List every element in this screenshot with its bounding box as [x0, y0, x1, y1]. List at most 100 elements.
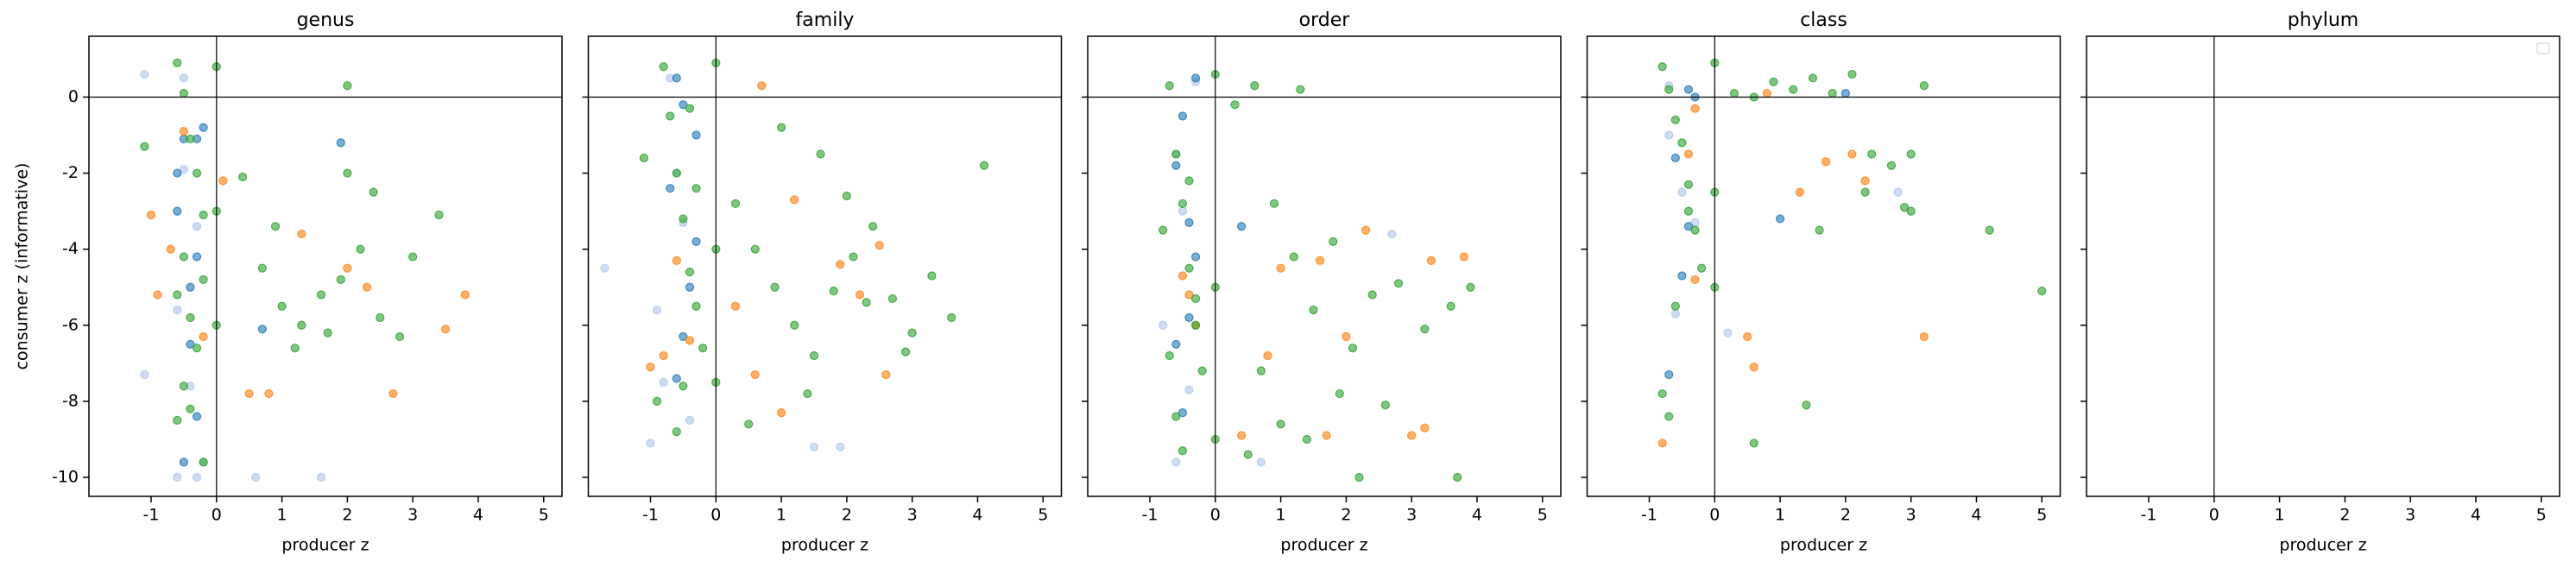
point	[685, 282, 695, 292]
point	[1165, 350, 1174, 361]
point	[1762, 88, 1772, 98]
point	[672, 374, 681, 383]
point	[173, 206, 182, 216]
point	[1335, 388, 1344, 399]
x-tick-label: 5	[1537, 506, 1548, 525]
x-axis-label: producer z	[1280, 536, 1367, 555]
point	[927, 271, 937, 281]
y-tick-label: -4	[62, 239, 79, 258]
point	[1683, 222, 1694, 231]
point	[1178, 111, 1188, 121]
points	[140, 58, 470, 483]
point	[395, 331, 405, 342]
x-tick-label: 1	[776, 506, 786, 525]
point	[1159, 320, 1168, 330]
point	[1664, 130, 1674, 140]
point	[1743, 331, 1752, 342]
point	[434, 210, 444, 220]
y-tick-label: 0	[68, 87, 79, 106]
point	[173, 306, 182, 315]
x-tick-label: 0	[710, 506, 721, 525]
point	[600, 263, 609, 273]
point	[1906, 149, 1916, 159]
point	[1446, 301, 1455, 311]
point	[1190, 293, 1201, 304]
point	[323, 328, 332, 338]
x-axis-label: producer z	[781, 536, 868, 555]
point	[1184, 290, 1194, 300]
point	[1269, 199, 1279, 208]
point	[679, 331, 688, 342]
point	[730, 301, 741, 311]
point	[186, 339, 195, 349]
point	[1342, 331, 1351, 342]
x-tick-label: 3	[407, 506, 418, 525]
point	[192, 412, 202, 421]
point	[1860, 187, 1870, 197]
point	[1393, 279, 1404, 288]
point	[1171, 149, 1181, 159]
point	[1775, 214, 1785, 224]
point	[1919, 81, 1929, 91]
point	[691, 130, 701, 140]
point	[218, 176, 228, 186]
point	[874, 241, 884, 250]
point	[153, 290, 162, 300]
point	[750, 244, 760, 254]
point	[887, 293, 898, 304]
point	[659, 62, 668, 72]
points	[1657, 58, 2047, 448]
point	[1159, 225, 1168, 235]
point	[1657, 388, 1667, 399]
point	[1407, 431, 1417, 440]
point	[744, 420, 754, 429]
point	[343, 168, 352, 178]
point	[659, 377, 668, 387]
x-tick-label: -1	[1142, 506, 1159, 525]
y-tick-label: -10	[52, 467, 79, 486]
point	[698, 344, 708, 353]
point	[192, 168, 202, 178]
point	[1466, 282, 1475, 292]
point	[1677, 138, 1687, 148]
point	[1237, 222, 1247, 231]
point	[1387, 229, 1397, 239]
point	[1171, 161, 1181, 170]
point	[666, 184, 675, 193]
legend	[2536, 42, 2550, 54]
x-tick-label: 4	[1971, 506, 1981, 525]
x-tick-label: 2	[1341, 506, 1351, 525]
point	[1683, 206, 1694, 216]
point	[179, 382, 189, 391]
point	[1276, 420, 1285, 429]
point	[369, 187, 378, 197]
point	[179, 458, 189, 467]
point	[1171, 412, 1181, 421]
point	[1322, 431, 1331, 440]
point	[140, 142, 149, 151]
point	[1789, 85, 1798, 94]
point	[376, 312, 385, 323]
x-tick-label: -1	[143, 506, 160, 525]
x-tick-label: 0	[2209, 506, 2219, 525]
point	[1906, 206, 1916, 216]
point	[659, 350, 668, 361]
point	[1184, 385, 1194, 394]
x-tick-label: 1	[2275, 506, 2285, 525]
point	[1190, 73, 1201, 83]
point	[179, 73, 189, 83]
x-tick-label: 0	[1210, 506, 1221, 525]
point	[1729, 88, 1739, 98]
point	[1690, 225, 1700, 235]
point	[1453, 472, 1462, 483]
point	[297, 229, 306, 239]
x-tick-label: 4	[1472, 506, 1482, 525]
x-tick-label: 4	[2471, 506, 2481, 525]
point	[1263, 350, 1272, 361]
point	[1900, 203, 1910, 212]
point	[1256, 458, 1266, 467]
x-tick-label: 0	[212, 506, 222, 525]
panel-title: class	[1800, 9, 1847, 31]
point	[1847, 149, 1857, 159]
point	[652, 306, 662, 315]
